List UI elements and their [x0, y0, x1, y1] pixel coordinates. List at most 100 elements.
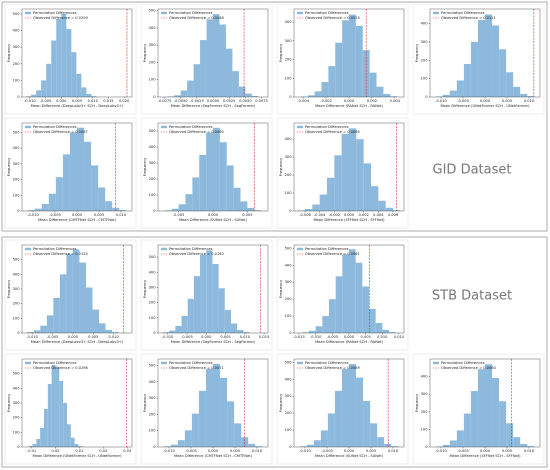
histogram-bar: [220, 377, 228, 447]
histogram-bar: [233, 187, 241, 211]
histogram-bar: [46, 63, 52, 97]
legend-label: Permutation Differences: [169, 11, 213, 15]
histogram-bar: [299, 446, 307, 447]
y-tick-label: 300: [285, 394, 293, 398]
legend-swatch: [433, 361, 439, 365]
y-tick-label: 400: [13, 386, 21, 390]
histogram-bar: [312, 204, 320, 211]
histogram-bar: [227, 401, 235, 447]
y-tick-label: 300: [149, 285, 157, 289]
histogram-bar: [449, 440, 457, 447]
y-tick-label: 100: [149, 78, 157, 82]
x-tick-label: -0.005: [457, 449, 469, 453]
x-axis-label: Mean Difference (CMTFNet SCH - CMTFNet): [174, 454, 253, 458]
y-tick-label: 100: [149, 316, 157, 320]
x-tick-label: 0.010: [252, 449, 263, 453]
x-tick-label: -0.015: [293, 335, 305, 339]
legend-label: Permutation Differences: [169, 125, 213, 129]
histogram-bar: [327, 177, 335, 211]
histogram-bar: [169, 330, 176, 333]
y-tick-label: 500: [149, 255, 157, 259]
x-tick-label: 0.02: [99, 449, 107, 453]
legend-label: Permutation Differences: [441, 361, 485, 365]
x-tick-label: -0.0050: [174, 99, 189, 103]
histogram-bar: [213, 363, 221, 447]
histogram-bar: [297, 210, 305, 211]
x-tick-label: 0.000: [480, 99, 491, 103]
y-tick-label: 400: [149, 26, 157, 30]
histogram-bar: [77, 127, 85, 211]
x-tick-label: 0.015: [103, 99, 113, 103]
y-axis-label: Frequency: [143, 43, 147, 62]
y-axis-label: Frequency: [143, 157, 147, 176]
histogram-bar: [335, 276, 343, 333]
histogram-bar: [206, 132, 213, 211]
x-tick-label: -0.005: [40, 99, 52, 103]
y-tick-label: 0: [289, 331, 292, 335]
histogram-bar: [492, 378, 500, 447]
x-tick-label: 0.005: [220, 335, 230, 339]
x-tick-label: 0.0000: [207, 99, 220, 103]
histogram-bar: [55, 177, 63, 211]
histogram-bar: [527, 446, 535, 447]
histogram-bar: [180, 90, 188, 97]
x-tick-label: 0.000: [344, 213, 355, 217]
histogram-bar: [309, 330, 316, 333]
y-tick-label: 100: [13, 78, 21, 82]
histogram-bar: [91, 165, 99, 211]
histogram-bar: [237, 329, 244, 333]
x-tick-label: -0.005: [185, 449, 197, 453]
legend-label: Observed Difference = 0.0209: [33, 16, 89, 20]
panel-label: GID Dataset: [433, 163, 512, 178]
legend-label: Observed Difference = 0.0140: [169, 252, 225, 256]
histogram-bar: [305, 209, 313, 211]
x-axis-label: Mean Difference (DeepLabv3+ SCH - DeepLa…: [31, 340, 124, 344]
x-tick-label: -0.005: [181, 335, 193, 339]
histogram-bar: [170, 444, 178, 447]
histogram-bar: [27, 210, 35, 211]
y-tick-label: 0: [17, 331, 20, 335]
histogram-bar: [369, 308, 376, 333]
x-tick-label: 0.005: [88, 335, 98, 339]
legend-swatch: [297, 361, 303, 365]
histogram-bar: [112, 332, 119, 333]
plot-frame: [157, 244, 269, 334]
x-axis-label: Mean Difference (UNetFormer SCH - UNetFo…: [33, 454, 123, 458]
y-tick-label: 300: [285, 280, 293, 284]
histogram-bar: [355, 25, 363, 97]
histogram-bar: [224, 309, 231, 333]
histogram-bar: [59, 274, 67, 333]
x-tick-label: 0.00: [51, 449, 60, 453]
y-tick-label: 400: [285, 377, 293, 381]
histogram-bar: [384, 443, 392, 447]
legend-label: Observed Difference = 0.0089: [305, 366, 361, 370]
legend-swatch: [25, 11, 31, 15]
x-tick-label: 0.005: [366, 449, 376, 453]
x-tick-label: -0.005: [457, 99, 469, 103]
histogram-bar: [193, 276, 201, 333]
x-tick-label: 0.000: [344, 99, 355, 103]
y-tick-label: 500: [13, 12, 21, 16]
panel-frame: [1, 236, 548, 468]
histogram-bar: [192, 177, 200, 211]
histogram-bar: [334, 390, 342, 447]
histogram-bar: [334, 155, 342, 211]
x-tick-label: 0.010: [88, 99, 99, 103]
histogram-bar: [53, 297, 60, 333]
y-axis-label: Frequency: [7, 157, 11, 176]
y-tick-label: 0: [153, 209, 156, 213]
histogram-bar: [442, 444, 450, 447]
y-tick-label: 200: [149, 301, 157, 305]
x-tick-label: 0.005: [502, 99, 512, 103]
histogram-bar: [36, 438, 41, 447]
x-tick-label: -0.010: [163, 449, 175, 453]
y-axis-label: Frequency: [279, 43, 283, 62]
y-tick-label: 200: [149, 60, 157, 64]
histogram-bar: [200, 40, 207, 97]
x-tick-label: -0.005: [49, 213, 61, 217]
x-tick-label: 0.002: [359, 213, 369, 217]
legend-swatch: [161, 247, 167, 251]
x-tick-label: -0.010: [24, 99, 36, 103]
histogram-bar: [213, 14, 220, 98]
histogram-bar: [499, 401, 507, 447]
